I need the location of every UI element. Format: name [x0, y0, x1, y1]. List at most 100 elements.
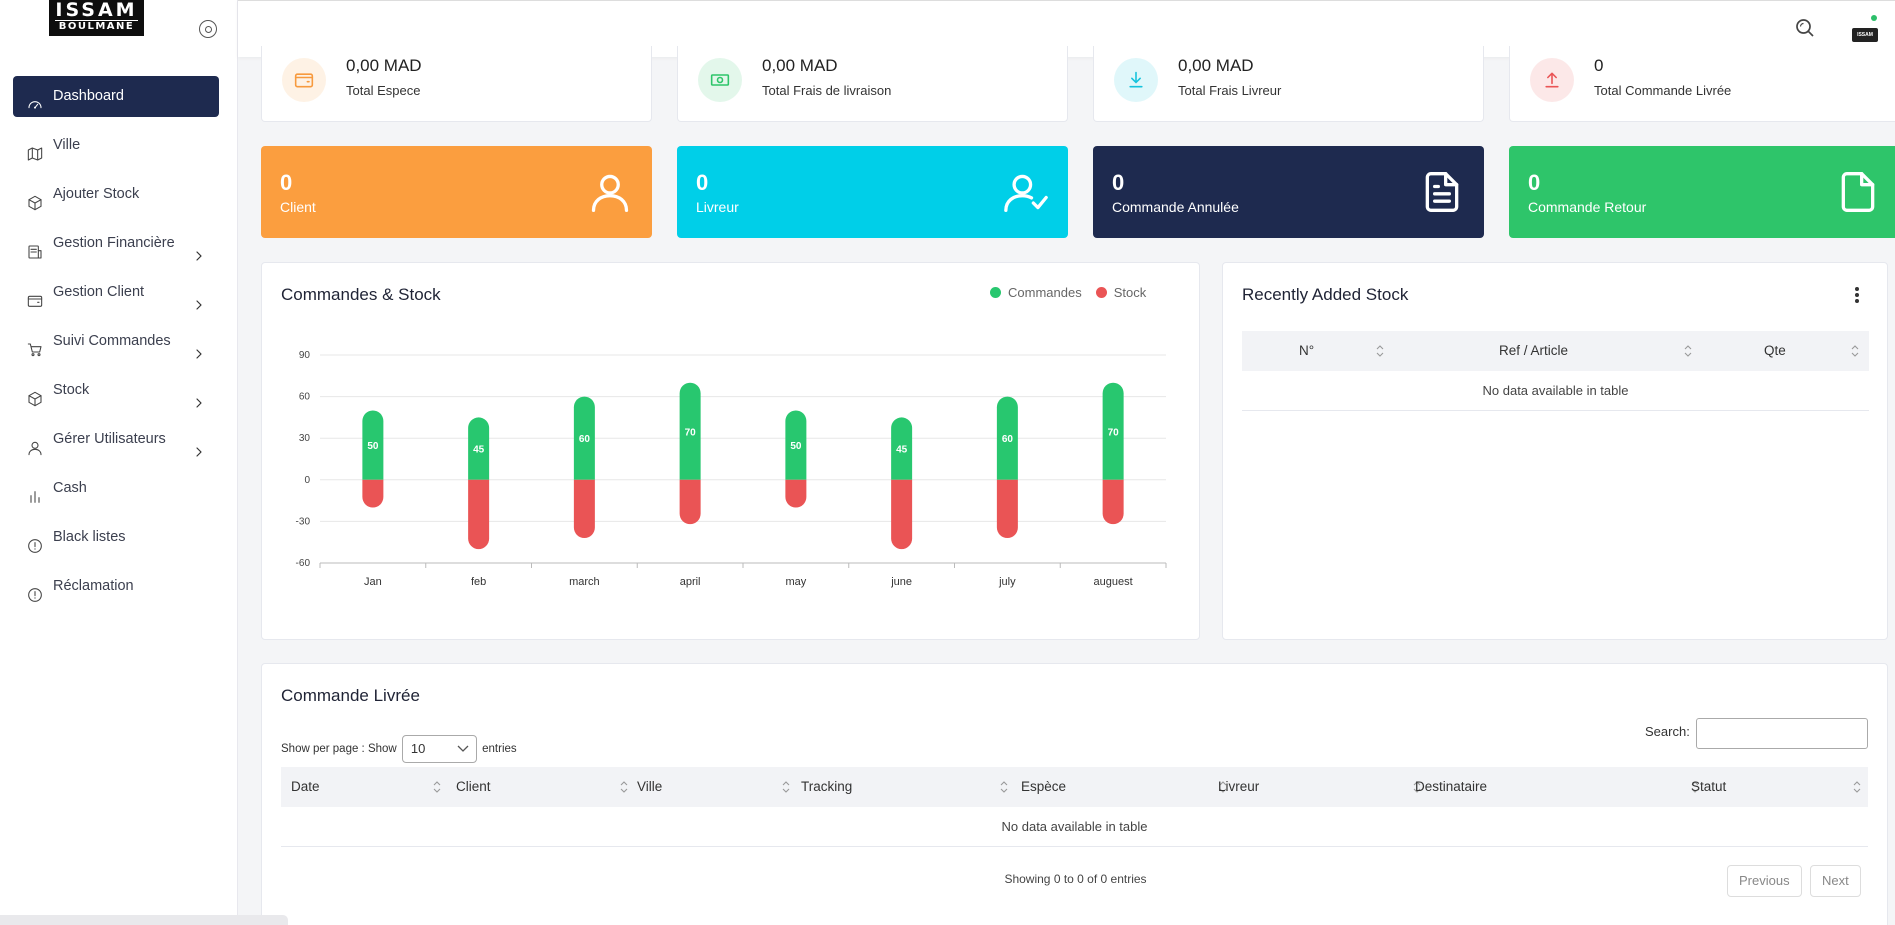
sort-icon[interactable] [782, 780, 790, 794]
sidebar-item-label: Ville [53, 137, 81, 153]
bar-commandes [573, 396, 595, 480]
per-page-label: Show per page : Show [281, 743, 397, 756]
search-icon[interactable] [1795, 18, 1815, 38]
sidebar-item-stock[interactable]: Stock [13, 370, 219, 411]
legend-label: Stock [1113, 285, 1147, 300]
sidebar-item-reclamation[interactable]: Réclamation [13, 566, 219, 607]
commande-livree-title: Commande Livrée [281, 686, 420, 705]
empty-table-message: No data available in table [281, 807, 1868, 847]
livree-table-header: Date Client Ville Tracking Espèce Livreur Dest… [281, 767, 1868, 807]
sidebar-item-gestion-financiere[interactable]: Gestion Financière [13, 223, 219, 264]
sidebar-item-cash[interactable]: Cash [13, 468, 219, 509]
x-tick-label: july [998, 576, 1016, 588]
per-page-value: 10 [410, 741, 426, 756]
wallet-icon [282, 58, 326, 102]
column-header-qte[interactable]: Qte [1764, 343, 1786, 358]
stat-label: Total Frais Livreur [1178, 83, 1282, 98]
sidebar-item-gerer-utilisateurs[interactable]: Gérer Utilisateurs [13, 419, 219, 460]
sort-icon[interactable] [1691, 780, 1699, 794]
sidebar-item-suivi-commandes[interactable]: Suivi Commandes [13, 321, 219, 362]
search-input[interactable] [1696, 718, 1868, 749]
count-card-commande-annulee[interactable]: 0 Commande Annulée [1093, 146, 1484, 238]
column-header-livreur[interactable]: Livreur [1218, 779, 1260, 794]
count-card-client[interactable]: 0 Client [261, 146, 652, 238]
sidebar-item-label: Suivi Commandes [53, 333, 171, 349]
count-label: Commande Retour [1528, 199, 1647, 215]
more-vertical-icon[interactable] [1854, 287, 1860, 303]
sidebar-item-label: Ajouter Stock [53, 186, 140, 202]
map-icon [27, 138, 43, 161]
commande-livree-panel: Commande Livrée Show per page : Show 10 … [261, 663, 1888, 925]
count-card-commande-retour[interactable]: 0 Commande Retour [1509, 146, 1895, 238]
column-header-tracking[interactable]: Tracking [801, 779, 853, 794]
sidebar-item-ajouter-stock[interactable]: Ajouter Stock [13, 174, 219, 215]
stat-value: 0,00 MAD [346, 56, 422, 75]
brand-logo[interactable]: ISSAM BOULMANE [49, 0, 144, 36]
count-card-livreur[interactable]: 0 Livreur [677, 146, 1068, 238]
file-text-icon [1420, 170, 1464, 219]
bar-chart-icon [27, 481, 43, 503]
x-tick-label: feb [471, 576, 486, 588]
cart-icon [27, 334, 43, 357]
stat-label: Total Frais de livraison [762, 83, 892, 98]
legend-item-commandes[interactable]: Commandes [990, 285, 1082, 300]
chevron-right-icon [193, 336, 205, 359]
avatar[interactable]: ISSAM [1852, 28, 1878, 42]
chart-legend: Commandes Stock [990, 285, 1160, 300]
stat-label: Total Espece [346, 83, 421, 98]
file-icon [1836, 170, 1880, 219]
next-button[interactable]: Next [1810, 865, 1861, 897]
online-status-dot [1871, 15, 1877, 21]
sidebar-item-label: Réclamation [53, 578, 134, 594]
sort-icon[interactable] [1684, 344, 1692, 358]
sort-icon[interactable] [1413, 780, 1421, 794]
data-label: 50 [790, 441, 802, 452]
chevron-right-icon [193, 287, 205, 310]
stat-card-total-frais-livreur: 0,00 MAD Total Frais Livreur [1093, 46, 1484, 122]
count-label: Commande Annulée [1112, 199, 1239, 215]
sidebar-item-label: Dashboard [53, 88, 124, 104]
sidebar-item-gestion-client[interactable]: Gestion Client [13, 272, 219, 313]
sidebar-item-black-listes[interactable]: Black listes [13, 517, 219, 558]
x-tick-label: june [890, 576, 912, 588]
sort-icon[interactable] [1853, 780, 1861, 794]
bar-stock [891, 479, 913, 550]
brand-line1: ISSAM [55, 0, 138, 21]
column-header-date[interactable]: Date [291, 779, 320, 794]
y-tick-label: -30 [296, 516, 311, 527]
data-label: 70 [1108, 427, 1120, 438]
column-header-ref-article[interactable]: Ref / Article [1499, 343, 1569, 358]
stat-card-total-frais-de-livraison: 0,00 MAD Total Frais de livraison [677, 46, 1068, 122]
legend-dot [1095, 287, 1107, 298]
alert-circle-icon [27, 579, 43, 602]
data-label: 45 [473, 445, 485, 456]
x-tick-label: auguest [1094, 576, 1133, 588]
previous-button[interactable]: Previous [1727, 865, 1802, 897]
sidebar-item-label: Cash [53, 480, 87, 496]
sidebar-item-label: Gestion Financière [53, 235, 175, 251]
column-header-client[interactable]: Client [456, 779, 491, 794]
legend-item-stock[interactable]: Stock [1095, 285, 1147, 300]
sidebar-item-dashboard[interactable]: Dashboard [13, 76, 219, 117]
wallet-icon [27, 285, 43, 307]
column-header-number[interactable]: N° [1299, 343, 1315, 358]
per-page-select[interactable]: 10 [401, 735, 477, 763]
recent-stock-title: Recently Added Stock [1242, 285, 1409, 304]
sort-icon[interactable] [1219, 780, 1227, 794]
sidebar-item-ville[interactable]: Ville [13, 125, 219, 166]
bar-commandes [468, 417, 490, 480]
column-header-statut[interactable]: Statut [1691, 779, 1727, 794]
column-header-ville[interactable]: Ville [637, 779, 663, 794]
sort-icon[interactable] [1000, 780, 1008, 794]
count-value: 0 [280, 170, 293, 195]
sort-icon[interactable] [620, 780, 628, 794]
sort-icon[interactable] [433, 780, 441, 794]
brand-line2: BOULMANE [55, 20, 138, 33]
bar-commandes [891, 417, 913, 480]
sidebar-toggle-icon[interactable] [199, 20, 217, 38]
x-tick-label: may [785, 576, 806, 588]
sort-icon[interactable] [1851, 344, 1859, 358]
column-header-espece[interactable]: Espèce [1021, 779, 1067, 794]
sort-icon[interactable] [1376, 344, 1384, 358]
column-header-destinataire[interactable]: Destinataire [1415, 779, 1488, 794]
